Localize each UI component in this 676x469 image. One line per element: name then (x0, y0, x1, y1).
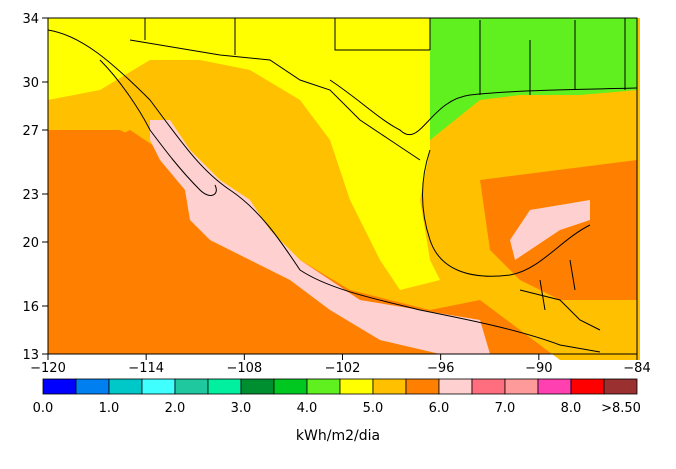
legend-labels: 0.0 1.0 2.0 3.0 4.0 5.0 6.0 7.0 8.0 >8.50 (33, 401, 641, 416)
legend-swatch (108, 378, 143, 395)
x-tick-label: −90 (525, 361, 552, 376)
x-tick-label: −114 (128, 361, 164, 376)
map-area (48, 18, 640, 360)
legend-units: kWh/m2/dia (295, 428, 381, 444)
legend-label: 8.0 (561, 401, 582, 416)
pink-yucatan-region (510, 200, 590, 260)
green-east-region (430, 18, 637, 140)
legend-swatch (339, 378, 374, 395)
legend-swatch (438, 378, 473, 395)
y-axis: 34 30 27 23 20 16 13 (22, 12, 48, 363)
x-tick-label: −120 (30, 361, 66, 376)
legend-swatch (504, 378, 539, 395)
central-america-borders (519, 259, 601, 331)
pacific-coastline (47, 29, 601, 353)
legend-swatch (273, 378, 308, 395)
legend-label: 5.0 (363, 401, 384, 416)
x-tick-label: −96 (427, 361, 454, 376)
legend-label: 6.0 (429, 401, 450, 416)
legend-swatch (207, 378, 242, 395)
legend-swatch (603, 378, 638, 395)
legend-label: >8.50 (601, 401, 641, 416)
color-legend (42, 378, 638, 395)
legend-swatch (42, 378, 77, 395)
coastlines (47, 18, 638, 353)
amber-region (48, 18, 640, 360)
legend-label: 2.0 (165, 401, 186, 416)
us-mexico-border (129, 39, 421, 161)
legend-swatch (405, 378, 440, 395)
baja-peninsula-coast (99, 59, 217, 196)
legend-swatch (240, 378, 275, 395)
y-tick-label: 30 (22, 76, 39, 91)
y-tick-label: 34 (22, 12, 39, 27)
legend-label: 4.0 (297, 401, 318, 416)
yellow-north-region (48, 18, 440, 290)
legend-swatch (75, 378, 110, 395)
x-axis: −120 −114 −108 −102 −96 −90 −84 (30, 354, 651, 376)
y-tick-label: 20 (22, 236, 39, 251)
legend-label: 7.0 (495, 401, 516, 416)
y-tick-label: 16 (22, 300, 39, 315)
legend-swatch (141, 378, 176, 395)
legend-label: 1.0 (99, 401, 120, 416)
legend-swatch (570, 378, 605, 395)
y-tick-label: 27 (22, 124, 39, 139)
legend-swatch (537, 378, 572, 395)
legend-swatch (372, 378, 407, 395)
pink-highlands-region (150, 120, 490, 354)
legend-swatch (174, 378, 209, 395)
legend-label: 3.0 (231, 401, 252, 416)
y-tick-label: 23 (22, 188, 39, 203)
x-tick-label: −102 (325, 361, 361, 376)
pacific-orange-region (48, 130, 320, 354)
x-tick-label: −84 (623, 361, 650, 376)
y-tick-label: 13 (22, 348, 39, 363)
gulf-coastline (329, 79, 638, 277)
legend-label: 0.0 (33, 401, 54, 416)
us-state-lines (144, 18, 626, 95)
legend-swatch (306, 378, 341, 395)
legend-swatch (471, 378, 506, 395)
x-tick-label: −108 (226, 361, 262, 376)
